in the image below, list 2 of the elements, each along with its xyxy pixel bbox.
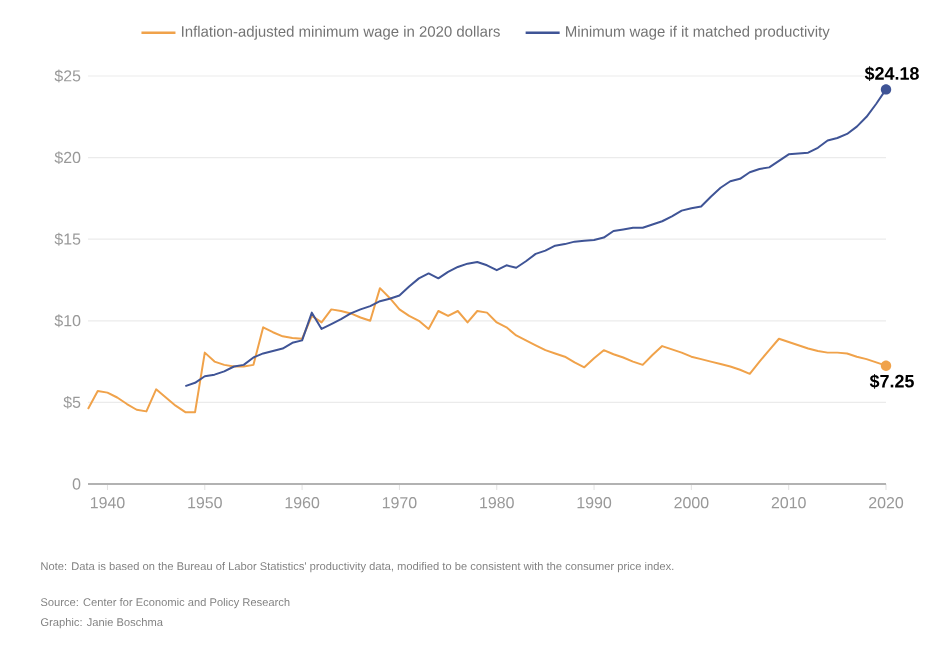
annotation: $24.18: [864, 66, 919, 81]
annotation: $7.25: [869, 374, 914, 389]
